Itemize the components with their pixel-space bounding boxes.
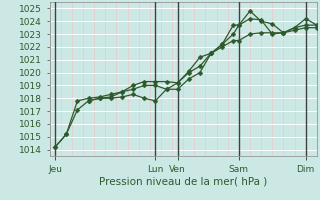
X-axis label: Pression niveau de la mer( hPa ): Pression niveau de la mer( hPa ) [99, 177, 267, 187]
